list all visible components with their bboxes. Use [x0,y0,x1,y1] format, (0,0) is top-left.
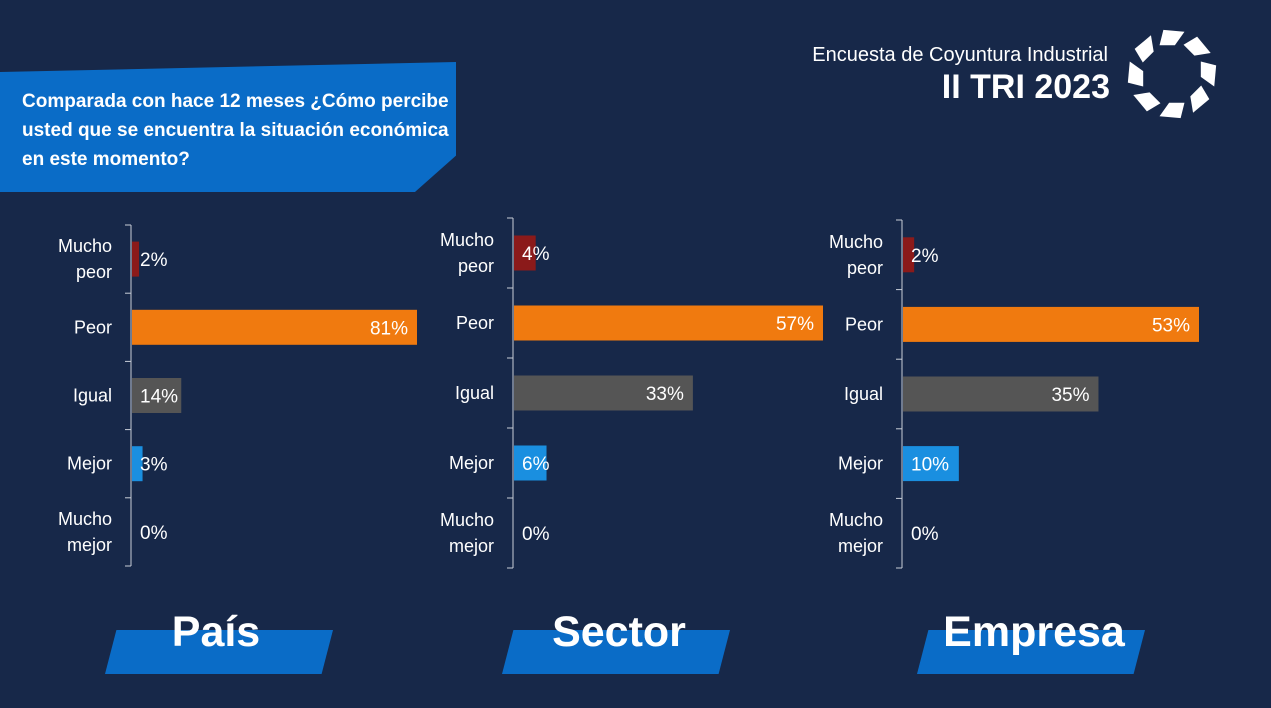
banner-empresa-label: Empresa [943,608,1125,656]
empresa-bar-2 [903,376,1099,412]
pais-bar-2 [132,378,182,413]
sector-category-label-4: Mucho mejor [440,510,494,556]
pais-category-label-1: Peor [74,317,112,337]
arrow-ring-logo-icon [1127,29,1217,119]
banner-pais-label: País [171,608,261,656]
empresa-value-label-3: 10% [911,455,949,476]
banner-sector-label: Sector [552,608,686,656]
pais-category-label-3: Mejor [67,454,112,474]
empresa-bar-0 [903,237,915,273]
empresa-category-label-1: Peor [845,314,883,334]
empresa-category-label-4: Mucho mejor [829,510,883,556]
pais-category-label-2: Igual [73,386,112,406]
question-box [0,62,456,192]
pais-value-label-2: 14% [140,387,178,408]
empresa-bar-1 [903,306,1199,342]
sector-value-label-3: 6% [522,454,550,475]
empresa-category-label-0: Mucho peor [829,232,883,278]
brand-subtitle: Encuesta de Coyuntura Industrial [812,44,1108,66]
sector-bar-0 [514,235,536,271]
sector-category-label-1: Peor [456,313,494,333]
empresa-value-label-2: 35% [1051,385,1089,406]
sector-value-label-0: 4% [522,244,550,265]
empresa-category-label-2: Igual [844,384,883,404]
sector-value-label-4: 0% [522,524,550,545]
pais-value-label-0: 2% [140,250,168,271]
empresa-category-label-3: Mejor [838,454,883,474]
empresa-value-label-0: 2% [911,246,939,267]
pais-category-label-4: Mucho mejor [58,509,112,555]
sector-value-label-1: 57% [776,314,814,335]
empresa-bar-3 [903,446,959,482]
pais-bar-0 [132,241,140,277]
banner-sector [502,630,730,674]
sector-bar-3 [514,445,547,481]
sector-category-label-0: Mucho peor [440,230,494,276]
pais-category-label-0: Mucho peor [58,236,112,282]
banner-pais [105,630,333,674]
pais-value-label-3: 3% [140,455,168,476]
sector-category-label-3: Mejor [449,453,494,473]
pais-value-label-1: 81% [370,318,408,339]
question-text: Comparada con hace 12 meses ¿Cómo percib… [22,91,449,170]
sector-value-label-2: 33% [646,384,684,405]
pais-bar-3 [132,446,143,482]
brand-title: II TRI 2023 [941,68,1110,106]
sector-bar-1 [514,305,823,341]
pais-value-label-4: 0% [140,523,168,544]
sector-category-label-2: Igual [455,383,494,403]
sector-bar-2 [514,375,693,411]
empresa-value-label-4: 0% [911,524,939,545]
pais-bar-1 [132,309,417,345]
banner-empresa [917,630,1145,674]
empresa-value-label-1: 53% [1152,315,1190,336]
